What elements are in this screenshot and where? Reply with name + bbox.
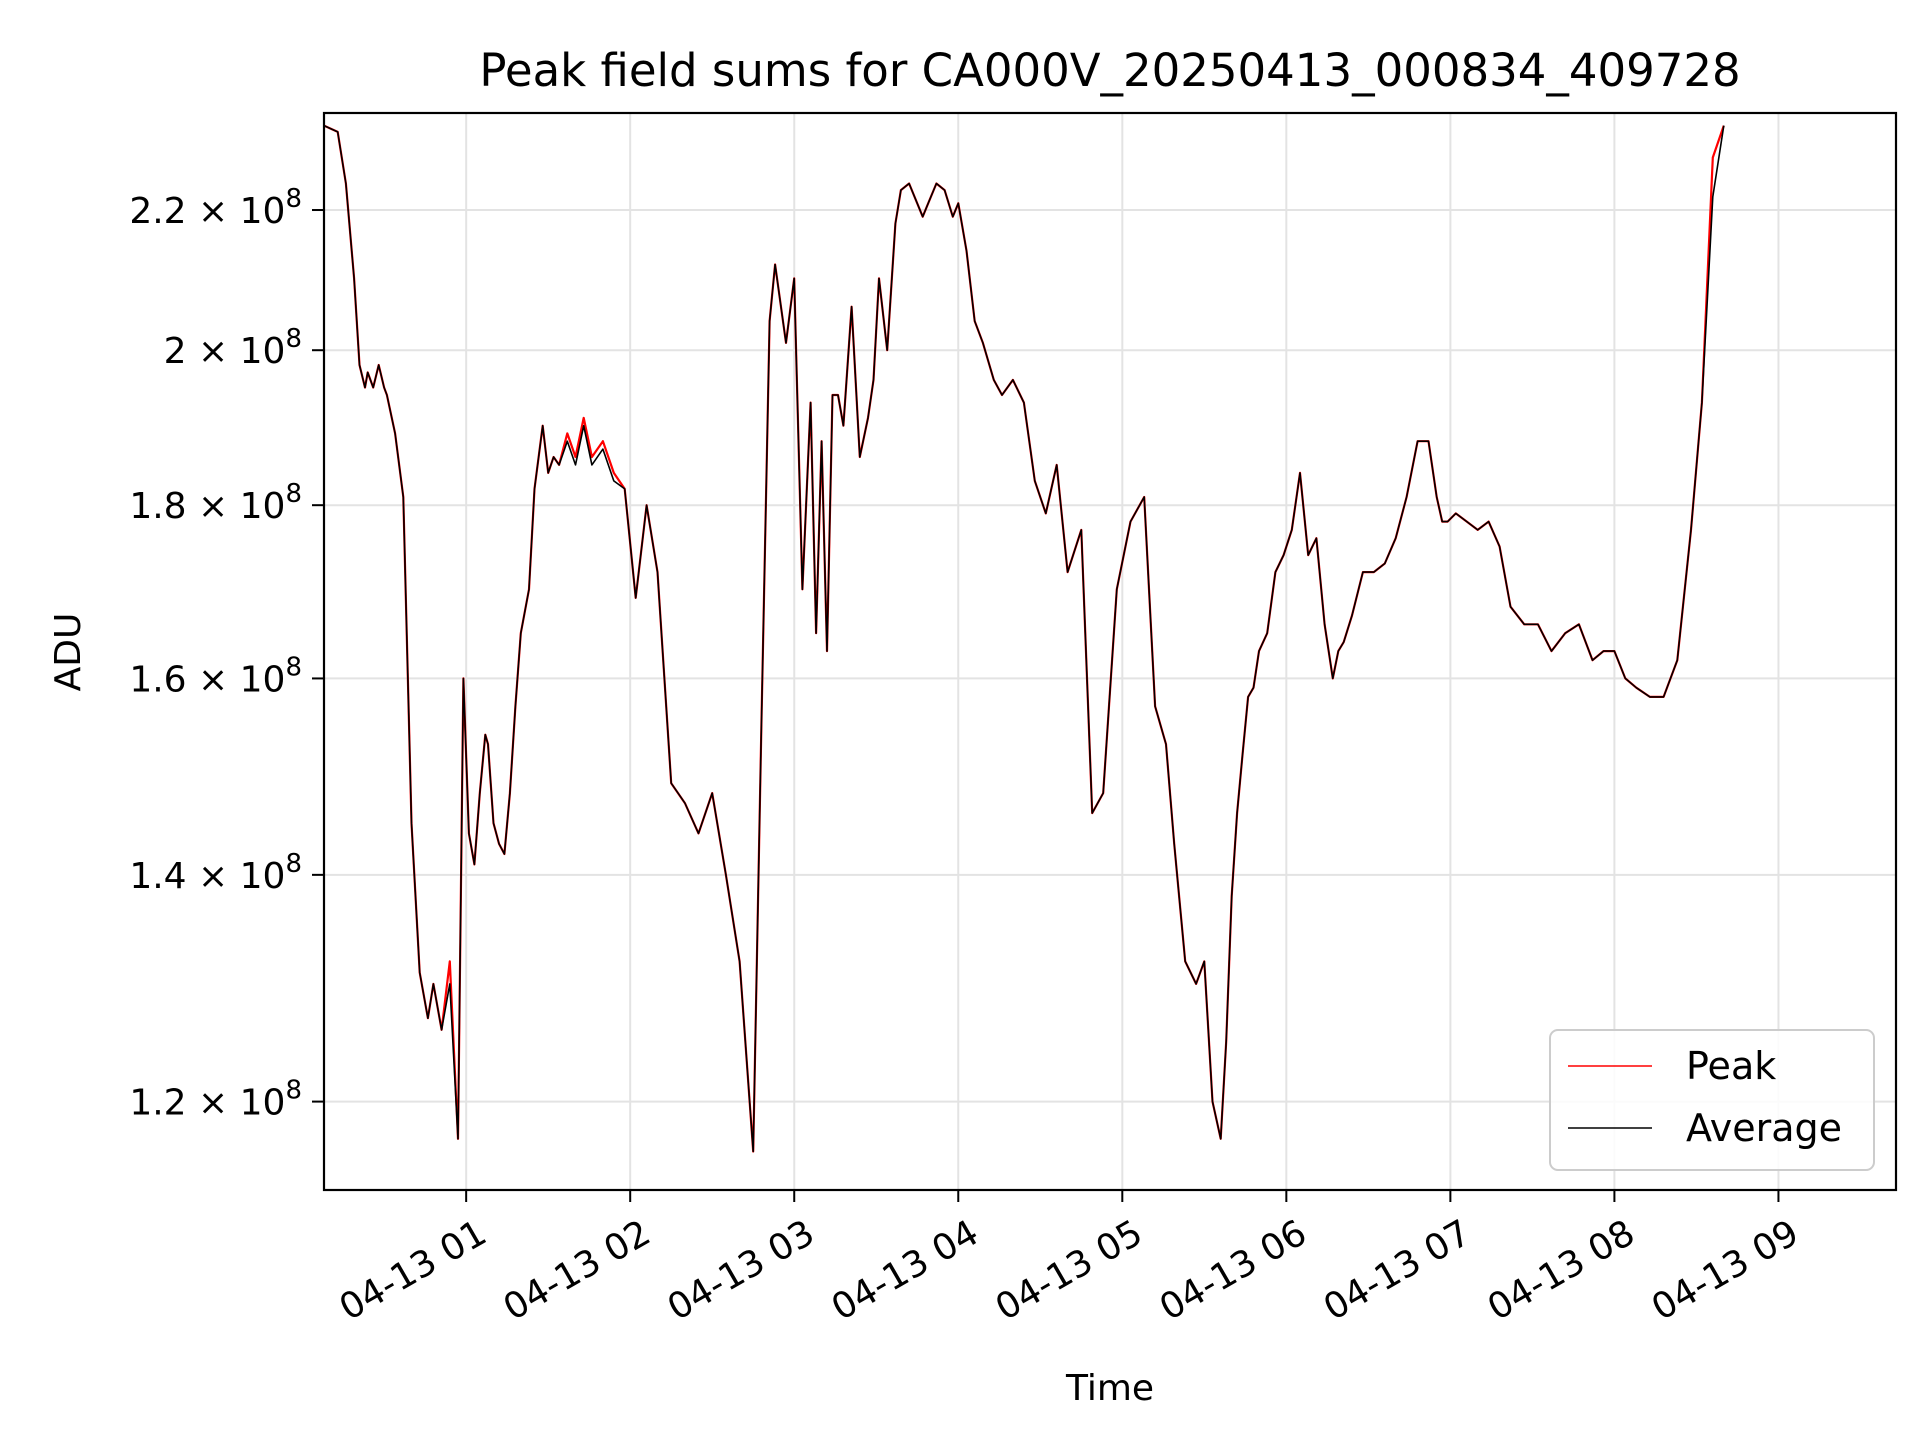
y-tick-mantissa: 1.4	[129, 856, 186, 897]
y-tick-exponent: 8	[285, 849, 302, 879]
y-tick-label: 2 × 108	[164, 324, 302, 372]
y-tick-times: ×	[187, 856, 240, 897]
y-tick-times: ×	[187, 331, 240, 372]
y-tick-times: ×	[187, 486, 240, 527]
y-tick-mantissa: 1.6	[129, 659, 186, 700]
y-tick-exponent: 8	[285, 479, 302, 509]
y-tick-base: 10	[240, 659, 286, 700]
y-tick-base: 10	[240, 191, 286, 232]
y-tick-label: 1.4 × 108	[129, 849, 302, 897]
axes-frame	[322, 111, 1898, 1192]
y-tick-mantissa: 1.8	[129, 486, 186, 527]
y-tick-exponent: 8	[285, 184, 302, 214]
y-tick-label: 1.6 × 108	[129, 652, 302, 700]
x-tick-label: 04-13 06	[1153, 1212, 1314, 1328]
legend-box	[1549, 1029, 1875, 1171]
y-tick-exponent: 8	[285, 652, 302, 682]
legend-label-peak: Peak	[1686, 1044, 1776, 1088]
x-tick-label: 04-13 05	[989, 1212, 1150, 1328]
y-tick-label: 2.2 × 108	[129, 184, 302, 232]
y-tick-label: 1.8 × 108	[129, 479, 302, 527]
y-tick-mantissa: 2	[164, 331, 187, 372]
grid	[324, 113, 1896, 1190]
plot-series	[323, 124, 1725, 1153]
legend: Peak Average	[1549, 1029, 1875, 1171]
x-tick-label: 04-13 04	[825, 1212, 986, 1328]
y-axis-label: ADU	[48, 613, 89, 692]
legend-label-average: Average	[1686, 1106, 1842, 1150]
y-tick-times: ×	[187, 659, 240, 700]
y-tick-times: ×	[187, 1083, 240, 1124]
y-tick-base: 10	[240, 486, 286, 527]
y-tick-base: 10	[240, 856, 286, 897]
x-tick-label: 04-13 07	[1317, 1212, 1478, 1328]
x-tick-label: 04-13 03	[661, 1212, 822, 1328]
y-tick-label: 1.2 × 108	[129, 1076, 302, 1124]
x-tick-label: 04-13 01	[333, 1212, 494, 1328]
y-tick-exponent: 8	[285, 324, 302, 354]
y-tick-times: ×	[187, 191, 240, 232]
x-tick-label: 04-13 08	[1481, 1212, 1642, 1328]
y-tick-base: 10	[240, 331, 286, 372]
y-tick-mantissa: 2.2	[129, 191, 186, 232]
y-tick-base: 10	[240, 1083, 286, 1124]
x-tick-label: 04-13 09	[1645, 1212, 1806, 1328]
y-tick-exponent: 8	[285, 1076, 302, 1106]
x-tick-label: 04-13 02	[497, 1212, 658, 1328]
y-tick-mantissa: 1.2	[129, 1083, 186, 1124]
x-axis-label: Time	[1065, 1368, 1154, 1409]
series-line-peak	[323, 124, 1725, 1153]
chart-title: Peak field sums for CA000V_20250413_0008…	[479, 44, 1740, 97]
x-axis: 04-13 01 04-13 02 04-13 03 04-13 04 04-13 05…	[333, 1190, 1806, 1329]
series-line-average	[323, 124, 1725, 1153]
